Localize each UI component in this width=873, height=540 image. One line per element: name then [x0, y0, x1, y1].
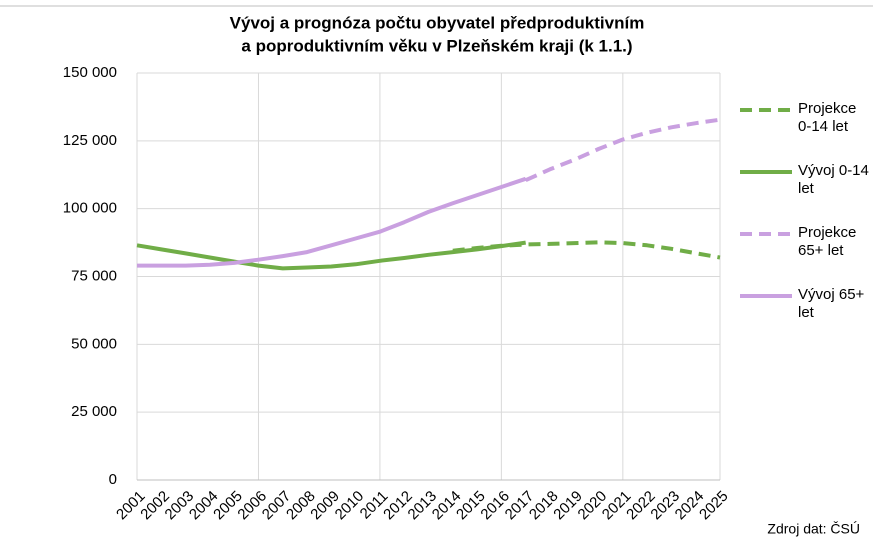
x-tick-label: 2025	[696, 488, 732, 524]
chart-title: Vývoj a prognóza počtu obyvatel předprod…	[230, 13, 645, 32]
series-line	[137, 176, 527, 268]
legend-label: Projekce 0-14 let	[798, 100, 857, 135]
y-tick-label: 50 000	[71, 335, 117, 352]
series-line	[452, 240, 721, 260]
legend-label: Vývoj 0-14 let	[798, 162, 869, 197]
legend-label: Projekce 65+ let	[798, 224, 857, 259]
y-tick-label: 100 000	[63, 200, 117, 217]
y-tick-label: 125 000	[63, 132, 117, 149]
series-line	[524, 117, 721, 183]
y-tick-label: 75 000	[71, 267, 117, 284]
series-line	[136, 240, 526, 271]
y-tick-label: 25 000	[71, 403, 117, 420]
legend-label: Vývoj 65+ let	[798, 286, 865, 321]
source: Zdroj dat: ČSÚ	[767, 521, 860, 537]
chart-title: a poproduktivním věku v Plzeňském kraji …	[241, 36, 632, 55]
y-tick-label: 150 000	[63, 64, 117, 81]
y-tick-label: 0	[109, 471, 117, 488]
